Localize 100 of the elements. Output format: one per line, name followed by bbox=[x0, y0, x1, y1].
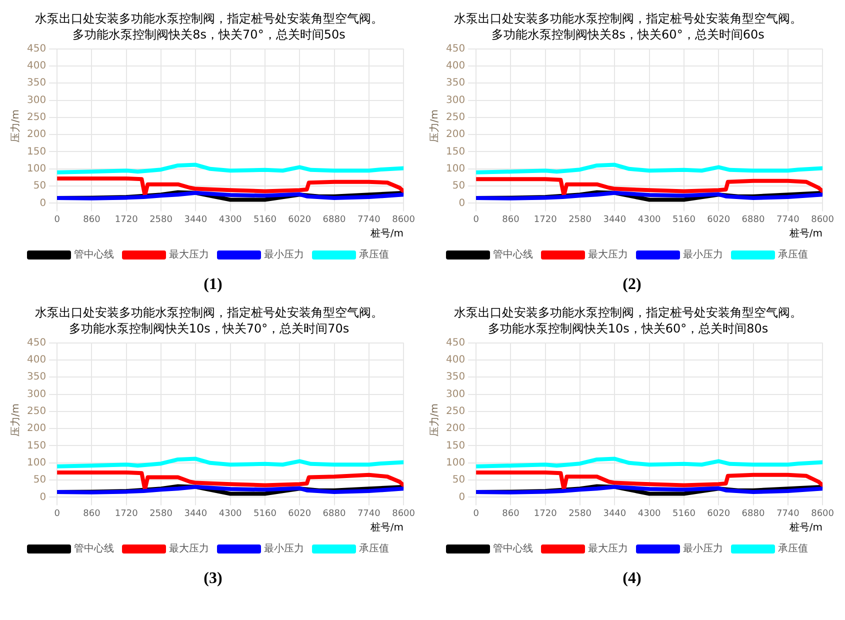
x-axis-title: 桩号/m bbox=[788, 228, 823, 240]
text: (4) bbox=[622, 570, 642, 588]
x-tick-label: 3440 bbox=[184, 214, 208, 225]
x-tick-label: 1720 bbox=[114, 214, 138, 225]
x-tick-label: 4300 bbox=[218, 214, 242, 225]
x-tick-label: 6880 bbox=[322, 214, 346, 225]
x-tick-label: 3440 bbox=[603, 214, 626, 225]
x-tick-label: 1720 bbox=[114, 508, 138, 519]
x-tick-label: 5160 bbox=[672, 214, 696, 225]
x-tick-label: 0 bbox=[54, 508, 60, 519]
x-tick-label: 1720 bbox=[534, 508, 558, 519]
y-axis-title: 压力/m bbox=[10, 109, 22, 143]
x-tick-label: 4300 bbox=[638, 214, 662, 225]
legend-label: 管中心线 bbox=[493, 248, 533, 261]
x-tick-label: 8600 bbox=[392, 214, 416, 225]
x-axis-title: 桩号/m bbox=[369, 228, 404, 240]
x-tick-label: 860 bbox=[83, 508, 101, 519]
x-tick-label: 1720 bbox=[534, 214, 558, 225]
y-tick-label: 350 bbox=[26, 78, 46, 89]
legend-label: 管中心线 bbox=[74, 248, 114, 261]
y-tick-label: 150 bbox=[446, 440, 466, 452]
y-tick-label: 250 bbox=[446, 112, 466, 124]
x-tick-label: 7740 bbox=[776, 214, 800, 225]
y-tick-label: 300 bbox=[26, 94, 46, 106]
legend-label: 承压值 bbox=[359, 544, 389, 555]
y-tick-label: 50 bbox=[33, 474, 46, 486]
x-tick-label: 5160 bbox=[254, 508, 277, 519]
y-tick-label: 250 bbox=[446, 406, 466, 418]
y-tick-label: 100 bbox=[446, 163, 466, 174]
y-tick-label: 450 bbox=[26, 337, 46, 348]
y-tick-label: 400 bbox=[26, 60, 46, 72]
x-tick-label: 8600 bbox=[392, 508, 416, 519]
x-tick-label: 2580 bbox=[568, 214, 592, 225]
legend-label: 承压值 bbox=[778, 250, 808, 261]
y-tick-label: 400 bbox=[446, 60, 466, 72]
y-tick-label: 300 bbox=[446, 94, 466, 106]
y-tick-label: 150 bbox=[26, 440, 46, 452]
x-tick-label: 860 bbox=[502, 214, 520, 225]
y-tick-label: 50 bbox=[33, 180, 46, 192]
x-tick-label: 6880 bbox=[742, 508, 765, 519]
x-tick-label: 7740 bbox=[357, 214, 381, 225]
y-tick-label: 150 bbox=[446, 146, 466, 158]
x-axis-title: 桩号/m bbox=[788, 522, 823, 534]
y-tick-label: 250 bbox=[26, 406, 46, 418]
x-tick-label: 7740 bbox=[357, 508, 381, 519]
y-tick-label: 100 bbox=[26, 457, 46, 468]
x-tick-label: 8600 bbox=[811, 214, 834, 225]
chart-subtitle: 多功能水泵控制阀快关8s，快关70°，总关时间50s bbox=[72, 28, 346, 42]
y-tick-label: 100 bbox=[26, 163, 46, 174]
chart-title: 水泵出口处安装多功能水泵控制阀，指定桩号处安装角型空气阀。 bbox=[35, 305, 383, 320]
legend-label: 最小压力 bbox=[683, 248, 723, 261]
y-tick-label: 0 bbox=[458, 198, 466, 209]
legend-label: 最大压力 bbox=[169, 248, 209, 261]
y-tick-label: 0 bbox=[40, 198, 46, 209]
y-tick-label: 50 bbox=[452, 180, 466, 192]
text: (1) bbox=[202, 276, 224, 294]
y-tick-label: 0 bbox=[40, 492, 46, 503]
x-tick-label: 860 bbox=[83, 214, 101, 225]
x-tick-label: 6880 bbox=[322, 508, 346, 519]
y-axis-title: 压力/m bbox=[10, 403, 22, 437]
legend-label: 管中心线 bbox=[74, 542, 114, 555]
chart-subtitle: 多功能水泵控制阀快关10s，快关60°，总关时间80s bbox=[488, 322, 768, 336]
legend-label: 最大压力 bbox=[169, 542, 209, 555]
chart-title: 水泵出口处安装多功能水泵控制阀，指定桩号处安装角型空气阀。 bbox=[454, 11, 802, 26]
y-tick-label: 200 bbox=[446, 129, 466, 140]
x-tick-label: 7740 bbox=[776, 508, 800, 519]
x-axis-title: 桩号/m bbox=[369, 522, 404, 534]
y-tick-label: 300 bbox=[446, 388, 466, 400]
y-axis-title: 压力/m bbox=[428, 403, 441, 437]
x-tick-label: 4300 bbox=[218, 508, 242, 519]
legend-label: 承压值 bbox=[778, 544, 808, 555]
legend-label: 最小压力 bbox=[683, 542, 723, 555]
x-tick-label: 8600 bbox=[811, 508, 834, 519]
y-tick-label: 200 bbox=[26, 129, 46, 140]
text: (2) bbox=[622, 276, 642, 294]
x-tick-label: 5160 bbox=[672, 508, 696, 519]
y-tick-label: 200 bbox=[26, 423, 46, 434]
x-tick-label: 6020 bbox=[707, 508, 730, 519]
y-tick-label: 250 bbox=[26, 112, 46, 124]
x-tick-label: 2580 bbox=[150, 508, 173, 519]
y-tick-label: 350 bbox=[446, 372, 466, 383]
chart-title: 水泵出口处安装多功能水泵控制阀，指定桩号处安装角型空气阀。 bbox=[35, 11, 383, 26]
x-tick-label: 4300 bbox=[638, 508, 662, 519]
chart-subtitle: 多功能水泵控制阀快关10s，快关70°，总关时间70s bbox=[68, 322, 350, 336]
x-tick-label: 3440 bbox=[603, 508, 626, 519]
y-tick-label: 350 bbox=[26, 372, 46, 383]
y-tick-label: 450 bbox=[446, 43, 466, 54]
x-tick-label: 6880 bbox=[742, 214, 765, 225]
text: (3) bbox=[202, 570, 224, 588]
x-tick-label: 3440 bbox=[184, 508, 208, 519]
y-tick-label: 50 bbox=[452, 474, 466, 486]
x-tick-label: 6020 bbox=[288, 214, 312, 225]
x-tick-label: 2580 bbox=[568, 508, 592, 519]
legend-label: 最小压力 bbox=[264, 542, 304, 555]
y-tick-label: 150 bbox=[26, 146, 46, 158]
y-tick-label: 400 bbox=[446, 354, 466, 366]
y-tick-label: 400 bbox=[26, 354, 46, 366]
y-tick-label: 450 bbox=[26, 43, 46, 54]
x-tick-label: 6020 bbox=[288, 508, 312, 519]
chart-subtitle: 多功能水泵控制阀快关8s，快关60°，总关时间60s bbox=[492, 28, 764, 42]
